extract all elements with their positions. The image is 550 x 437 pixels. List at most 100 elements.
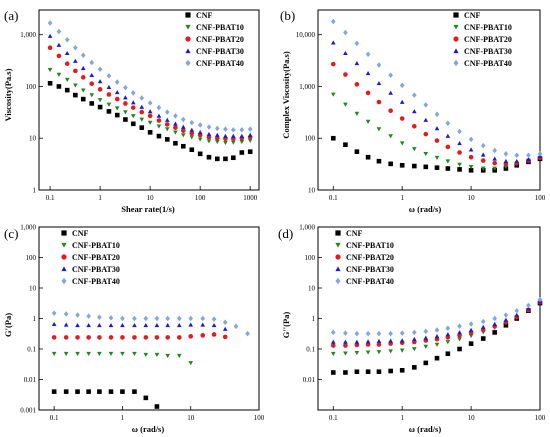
panel-d-point: [343, 339, 348, 344]
panel-b-point: [388, 90, 393, 95]
panel-b-point: [365, 90, 371, 96]
panel-a-ytick-label: 100: [26, 83, 37, 91]
panel-a-point: [64, 61, 70, 67]
panel-b-point: [503, 151, 509, 157]
panel-b-point: [376, 99, 382, 105]
panel-b-point: [365, 154, 371, 160]
panel-a-point: [80, 88, 86, 93]
panel-a-point: [173, 125, 178, 130]
panel-a-point: [231, 140, 236, 145]
panel-d-point: [412, 365, 417, 370]
panel-d-point: [365, 330, 371, 337]
panel-b-point: [365, 70, 371, 76]
panel-a-point: [173, 140, 178, 146]
panel-d-point: [514, 312, 520, 317]
panel-a-point: [214, 135, 220, 141]
panel-c-point: [51, 351, 57, 357]
panel-a-point: [114, 112, 120, 118]
panel-a-point: [247, 138, 253, 143]
panel-a-point: [223, 133, 228, 138]
panel-c-xtick-label: 1: [121, 414, 125, 422]
panel-c-xlabel: ω (rad/s): [132, 424, 165, 434]
panel-b-point: [399, 82, 405, 89]
panel-a-legend-marker: [185, 12, 191, 18]
panel-b-ylabel: Complex Viscosity(Pa.s): [281, 51, 291, 139]
panel-d-point: [526, 302, 531, 309]
panel-c-point: [154, 404, 160, 409]
panel-a-point: [123, 101, 128, 106]
panel-b-point: [354, 149, 360, 154]
panel-d-point: [376, 342, 382, 347]
panel-a-point: [156, 124, 162, 129]
panel-d-point: [457, 323, 462, 329]
panel-d-point: [412, 336, 417, 342]
panel-d-point: [434, 355, 440, 361]
panel-a-point: [89, 81, 95, 87]
panel-c-point: [176, 315, 182, 322]
panel-c-point: [176, 335, 182, 340]
panel-b-label: (b): [280, 8, 295, 23]
panel-b-point: [468, 136, 474, 143]
panel-a-point: [64, 36, 70, 43]
panel-a-legend: CNF CNF-PBAT10 CNF-PBAT20 CNF-PBAT30 CNF-PBA…: [185, 11, 244, 68]
panel-d-point: [514, 307, 520, 314]
panel-a-point: [114, 106, 120, 111]
panel-d-point: [423, 344, 429, 349]
panel-c-point: [188, 334, 194, 339]
panel-a-point: [164, 117, 170, 122]
panel-a-point: [197, 130, 203, 135]
panel-c-point: [86, 351, 91, 357]
panel-c-point: [132, 389, 137, 394]
panel-a-frame: [38, 9, 260, 191]
panel-d-point: [503, 317, 509, 322]
panel-c-xtick-label: 0.1: [50, 414, 59, 422]
panel-a-point: [123, 95, 128, 100]
panel-c-point: [97, 351, 102, 357]
panel-b-point: [434, 138, 440, 143]
panel-a-point: [80, 65, 86, 71]
panel-b-point: [492, 160, 497, 166]
panel-c-point: [245, 330, 250, 337]
panel-a-series-cnf-pbat30: [47, 33, 253, 138]
panel-d-series-cnf: [330, 300, 543, 375]
panel-b-point: [412, 163, 417, 169]
panel-d-point: [330, 343, 336, 348]
panel-c-point: [222, 334, 228, 340]
panel-b-point: [343, 102, 348, 107]
panel-a-point: [89, 72, 95, 78]
panel-b-point: [457, 167, 462, 172]
panel-d-point: [423, 360, 429, 366]
panel-a-point: [164, 137, 170, 142]
panel-b-legend-marker: [453, 36, 459, 42]
panel-b-ytick-label: 10: [308, 187, 316, 195]
panel-d-point: [434, 342, 440, 347]
panel-b-point: [537, 151, 543, 157]
panel-c-point: [132, 322, 137, 328]
panel-b-series-cnf-pbat40: [330, 18, 543, 158]
panel-d-legend-marker: [335, 230, 341, 236]
panel-b-point: [468, 165, 474, 170]
panel-c-ytick-label: 1,000: [20, 224, 36, 232]
panel-d-point: [468, 327, 474, 332]
panel-a-point: [80, 96, 86, 102]
panel-a-point: [56, 72, 62, 77]
panel-a-legend-label: CNF-PBAT10: [196, 23, 244, 32]
panel-a-point: [164, 127, 170, 132]
panel-c-point: [176, 353, 182, 359]
panel-c-point: [154, 335, 160, 340]
panel-c-point: [75, 351, 80, 357]
panel-d-ytick-label: 0.01: [303, 376, 316, 384]
panel-d-point: [343, 343, 348, 348]
panel-c-point: [97, 335, 102, 340]
panel-a-point: [47, 33, 53, 38]
panel-a-point: [80, 52, 86, 59]
panel-a-series-cnf: [47, 81, 253, 162]
panel-b-point: [423, 164, 429, 170]
panel-b-point: [399, 141, 405, 146]
panel-a-point: [206, 124, 212, 130]
panel-c-xtick-label: 100: [254, 414, 265, 422]
panel-b-legend-label: CNF: [464, 11, 481, 20]
panel-b-legend-label: CNF-PBAT40: [464, 59, 512, 68]
panel-c-legend-marker: [61, 254, 67, 260]
panel-d-point: [354, 350, 360, 356]
